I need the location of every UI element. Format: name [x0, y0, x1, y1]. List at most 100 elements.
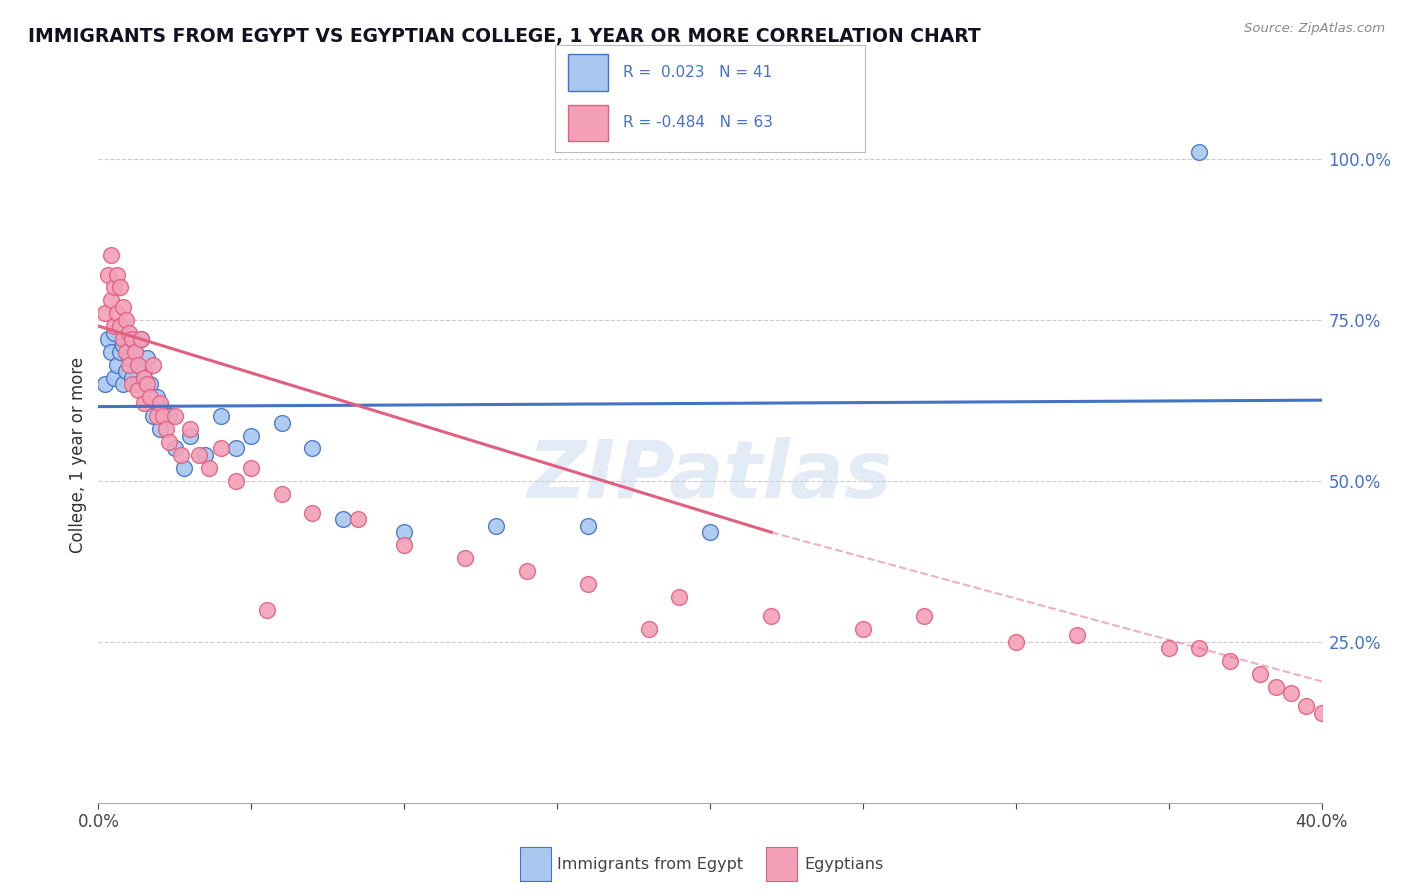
Point	[105, 268, 128, 282]
Point	[111, 300, 134, 314]
Point	[197, 460, 219, 475]
Point	[1249, 667, 1271, 681]
Point	[194, 448, 217, 462]
Point	[152, 409, 174, 424]
Point	[699, 525, 721, 540]
Point	[668, 590, 690, 604]
Point	[392, 525, 416, 540]
Y-axis label: College, 1 year or more: College, 1 year or more	[69, 357, 87, 553]
Point	[1279, 686, 1302, 700]
Point	[105, 306, 128, 320]
Point	[225, 442, 247, 456]
Point	[111, 332, 134, 346]
Point	[103, 370, 125, 384]
Point	[1295, 699, 1317, 714]
Text: Source: ZipAtlas.com: Source: ZipAtlas.com	[1244, 22, 1385, 36]
Point	[225, 474, 247, 488]
Point	[129, 332, 152, 346]
Point	[121, 377, 143, 392]
Text: Egyptians: Egyptians	[804, 857, 883, 871]
Text: Immigrants from Egypt: Immigrants from Egypt	[557, 857, 742, 871]
Point	[852, 622, 875, 636]
Point	[173, 460, 195, 475]
Point	[136, 377, 159, 392]
Point	[115, 364, 138, 378]
Point	[270, 416, 292, 430]
Point	[301, 442, 323, 456]
Point	[129, 332, 152, 346]
Point	[100, 293, 122, 308]
Point	[115, 312, 138, 326]
Text: ZIPatlas: ZIPatlas	[527, 437, 893, 515]
Point	[134, 396, 156, 410]
Point	[121, 370, 143, 384]
Point	[100, 248, 122, 262]
Point	[240, 460, 263, 475]
Point	[105, 358, 128, 372]
Point	[179, 422, 201, 436]
Point	[157, 435, 180, 450]
Point	[155, 422, 177, 436]
Point	[136, 351, 159, 366]
Point	[100, 344, 122, 359]
Point	[127, 377, 149, 392]
Point	[576, 518, 599, 533]
Point	[124, 344, 146, 359]
Point	[108, 319, 131, 334]
FancyBboxPatch shape	[568, 104, 607, 141]
Point	[103, 319, 125, 334]
Point	[1188, 145, 1211, 160]
Point	[93, 377, 115, 392]
Point	[111, 338, 134, 352]
Point	[454, 551, 477, 566]
Point	[637, 622, 661, 636]
Point	[134, 364, 156, 378]
Point	[347, 512, 370, 526]
Point	[103, 326, 125, 340]
Point	[121, 332, 143, 346]
Point	[163, 409, 186, 424]
Point	[392, 538, 416, 552]
Point	[139, 390, 162, 404]
Point	[157, 409, 180, 424]
Text: R = -0.484   N = 63: R = -0.484 N = 63	[623, 115, 773, 130]
Point	[485, 518, 508, 533]
Point	[149, 396, 172, 410]
Point	[1219, 654, 1241, 668]
Point	[301, 506, 323, 520]
FancyBboxPatch shape	[568, 54, 607, 91]
Point	[912, 609, 935, 624]
Text: IMMIGRANTS FROM EGYPT VS EGYPTIAN COLLEGE, 1 YEAR OR MORE CORRELATION CHART: IMMIGRANTS FROM EGYPT VS EGYPTIAN COLLEG…	[28, 27, 981, 45]
Point	[108, 319, 131, 334]
Point	[134, 370, 156, 384]
Point	[1157, 641, 1180, 656]
Point	[118, 358, 141, 372]
Point	[209, 442, 232, 456]
Point	[516, 564, 538, 578]
Point	[188, 448, 211, 462]
Point	[127, 358, 149, 372]
Point	[142, 358, 165, 372]
Point	[209, 409, 232, 424]
Point	[118, 332, 141, 346]
Point	[576, 576, 599, 591]
Point	[127, 384, 149, 398]
Point	[240, 428, 263, 442]
Point	[256, 602, 278, 616]
Point	[270, 486, 292, 500]
Point	[97, 268, 120, 282]
Point	[1066, 628, 1088, 642]
Point	[179, 428, 201, 442]
Text: R =  0.023   N = 41: R = 0.023 N = 41	[623, 65, 773, 80]
Point	[1264, 680, 1286, 694]
Point	[97, 332, 120, 346]
Point	[170, 448, 193, 462]
Point	[142, 409, 165, 424]
Point	[103, 280, 125, 294]
Point	[145, 409, 167, 424]
Point	[108, 280, 131, 294]
Point	[127, 358, 149, 372]
Point	[145, 390, 167, 404]
Point	[115, 344, 138, 359]
Point	[93, 306, 115, 320]
